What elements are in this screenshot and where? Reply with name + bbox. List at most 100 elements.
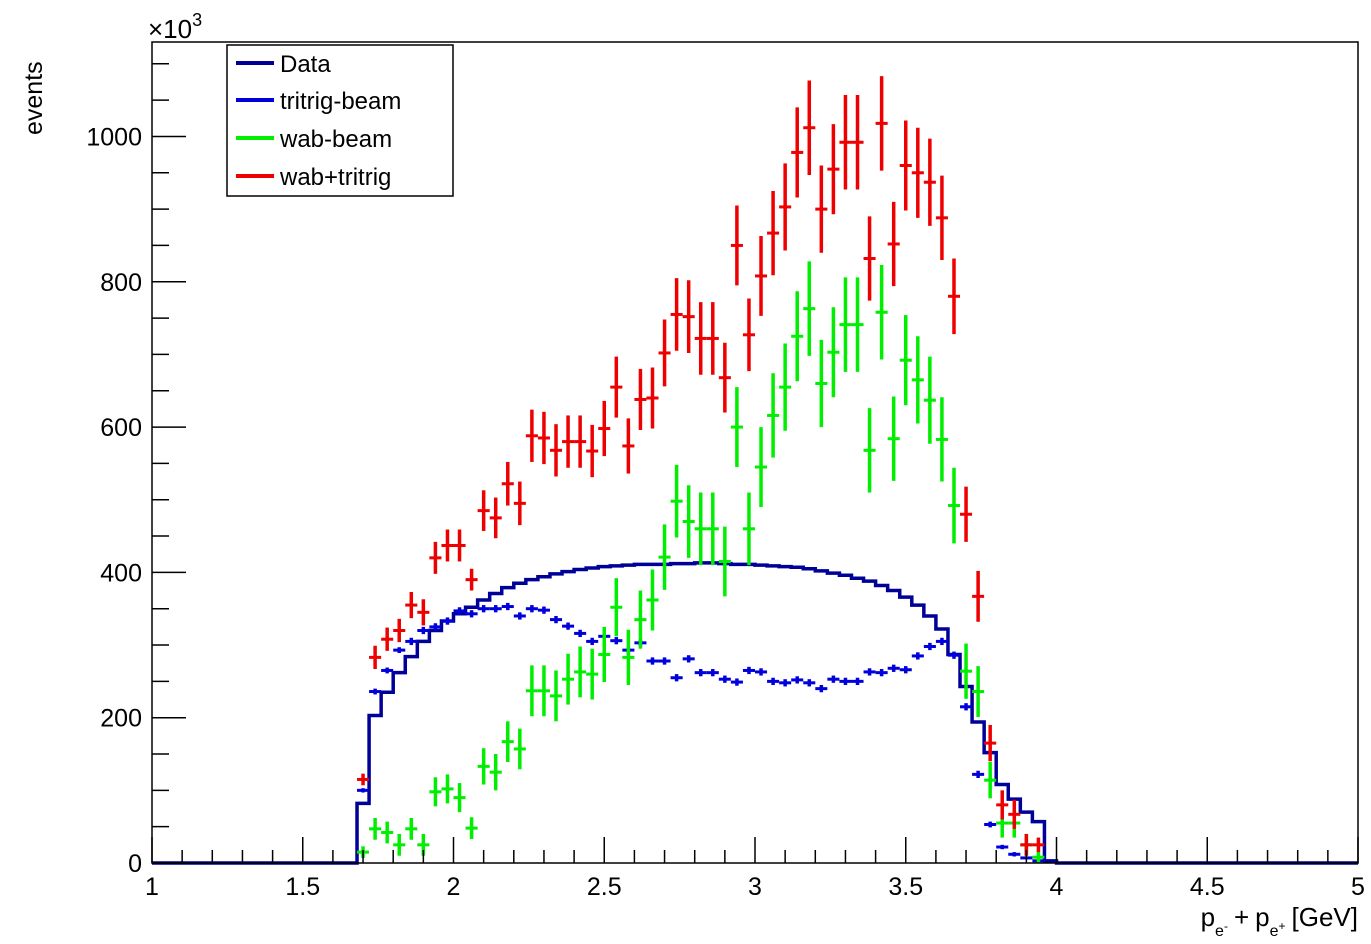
data-point [1008,799,1021,829]
x-tick-label: 2 [447,873,461,901]
data-point [742,492,755,566]
data-point [610,356,623,418]
data-point [827,307,840,398]
data-point [718,526,731,597]
data-point [381,821,394,844]
x-title-sub-e2: e [1270,923,1279,940]
data-point [417,626,430,635]
data-point [525,409,538,462]
data-point [405,817,418,840]
data-point [369,688,382,695]
data-point [887,201,900,287]
data-point [393,618,406,643]
x-tick-label: 2.5 [587,873,622,901]
legend-label-wab-tritrig: wab+tritrig [279,164,391,191]
data-point [562,415,575,468]
data-point [803,261,816,356]
data-point [646,367,659,429]
data-point [381,667,394,674]
y-tick-label: 1000 [86,123,142,151]
x-tick-label: 1 [145,873,159,901]
data-point [911,336,924,424]
data-point [610,578,623,637]
data-point [875,265,888,360]
data-point [465,817,478,840]
data-point [586,424,599,478]
data-point [610,637,623,645]
data-point [670,464,683,538]
data-point [911,127,924,218]
data-point [815,684,828,693]
data-point [887,664,900,672]
y-multiplier-label: ×103 [148,10,202,44]
data-point [357,773,370,786]
data-point [984,724,997,762]
data-point [682,655,695,663]
data-point [634,590,647,649]
data-point [549,670,563,722]
data-point [357,788,370,793]
data-point [670,674,683,682]
x-tick-label: 4.5 [1190,873,1225,901]
data-point [755,427,768,507]
data-point [779,343,792,431]
x-title-p2: p [1255,902,1269,932]
data-point [513,481,526,526]
y-multiplier-base: ×10 [148,14,192,44]
data-point [574,629,587,638]
data-point [441,529,454,562]
data-point [767,373,780,458]
data-point [513,612,526,620]
data-point [574,415,587,468]
data-point [477,748,490,785]
data-point [706,492,719,566]
legend-entry-tritrig-beam: tritrig-beam [236,88,401,115]
data-point [839,95,852,190]
data-point [598,626,611,683]
data-point [453,783,466,813]
data-point [935,637,948,646]
data-point [369,817,382,840]
data-point [405,637,418,646]
legend-entry-data: Data [236,51,331,78]
data-point [513,728,526,770]
legend-box [226,44,454,197]
data-point [730,678,743,686]
data-point [960,703,973,711]
data-point [851,277,864,372]
data-point [960,643,973,699]
data-point [839,677,852,685]
data-point [694,669,707,677]
data-point [622,629,635,685]
legend-label-data: Data [280,51,331,78]
data-point [718,342,731,413]
data-point [887,396,900,481]
data-point [730,387,743,468]
axis-layer: 1 1.5 2 2.5 3 3.5 4 4.5 5 0 200 400 600 800 1000 [86,63,1365,901]
data-point [984,762,997,799]
data-point [947,651,961,659]
x-tick-label: 3 [748,873,762,901]
data-point [875,76,888,171]
data-point [670,278,683,351]
legend-label-tritrig-beam: tritrig-beam [280,88,401,115]
data-point [586,648,599,700]
data-point [827,675,840,683]
data-point [658,524,671,590]
data-point [863,668,876,676]
data-point [996,844,1009,850]
data-point [972,666,985,717]
data-layer [152,76,1358,865]
data-point [1008,852,1021,857]
data-point [1032,851,1045,863]
data-point [501,602,514,611]
data-point [935,397,948,482]
data-point [972,770,985,778]
data-point [537,665,550,717]
data-point [549,615,563,624]
data-point [923,642,936,651]
y-tick-label: 200 [100,705,142,733]
data-point [622,418,635,474]
